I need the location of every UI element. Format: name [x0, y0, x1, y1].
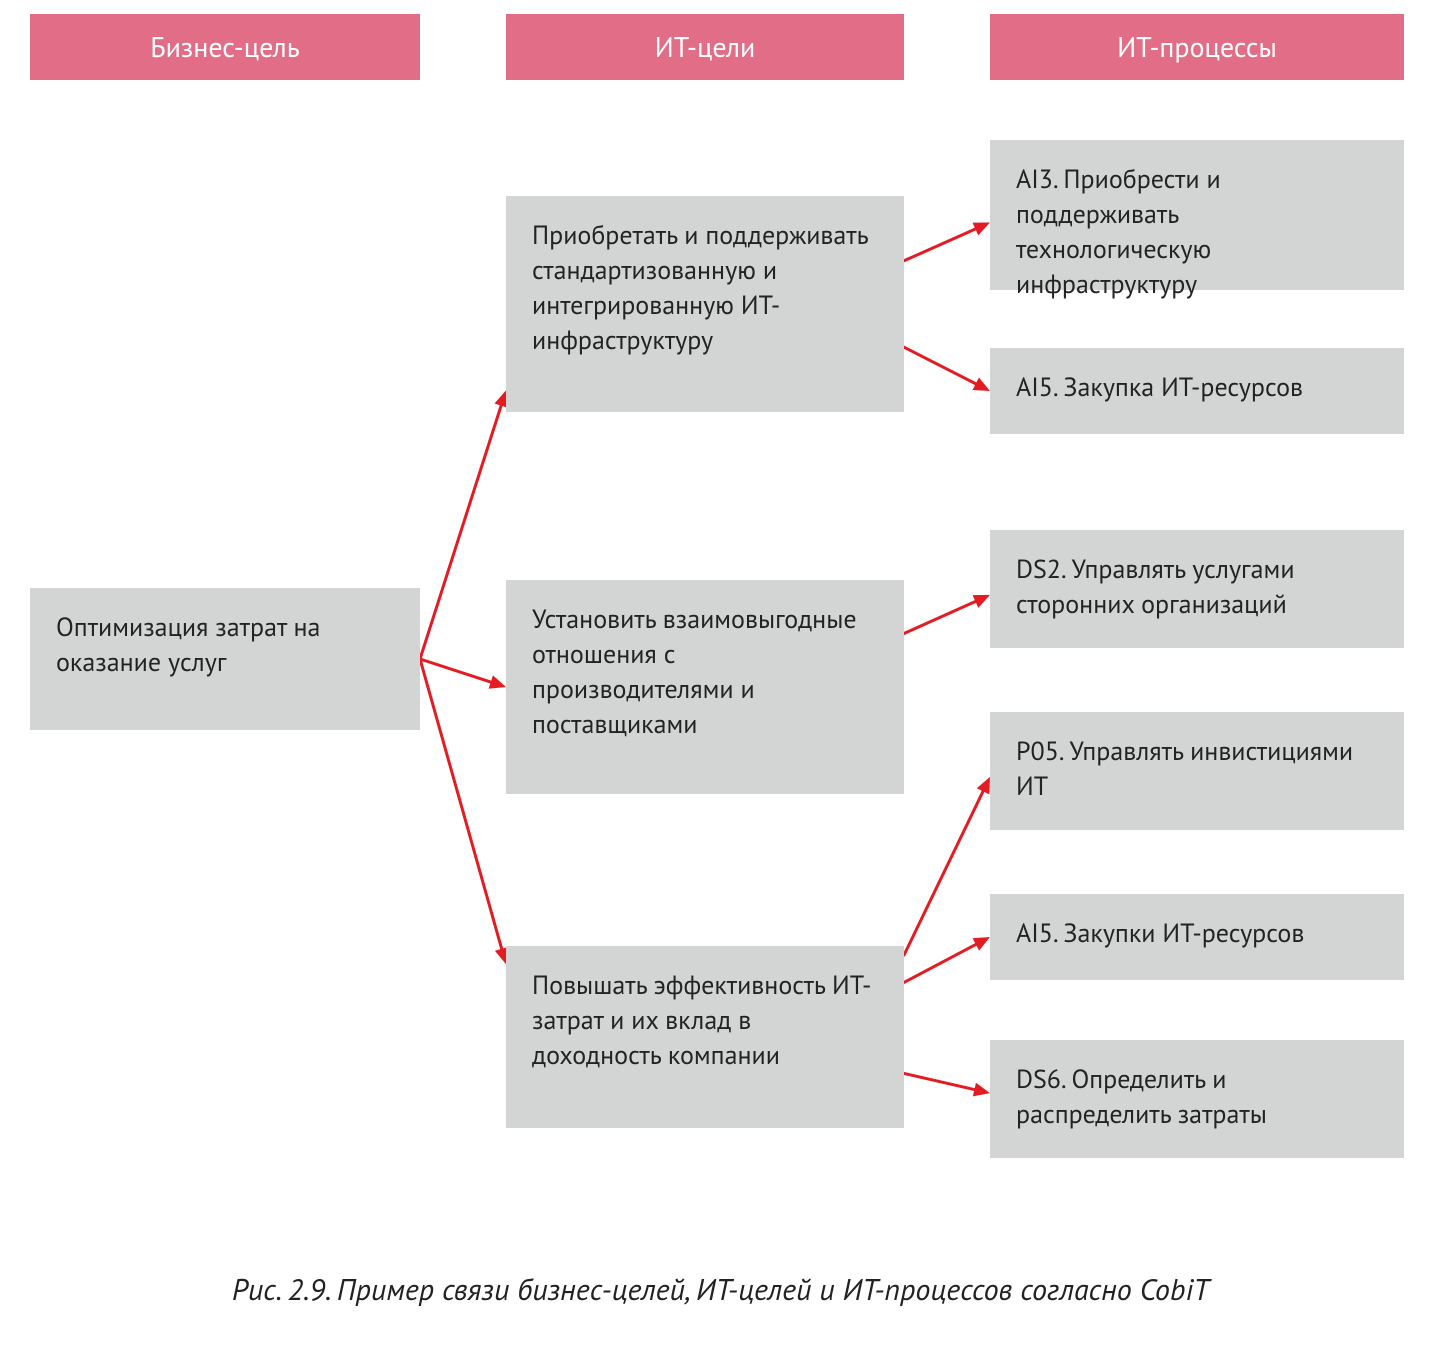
arrow-line — [420, 659, 502, 949]
arrow-line — [904, 347, 976, 384]
arrow-line — [420, 406, 501, 659]
diagram-box: Повышать эффективность ИТ-затрат и их вк… — [506, 946, 904, 1128]
diagram-box: Установить взаимовыгодные отношения с пр… — [506, 580, 904, 794]
diagram-box: DS2. Управлять услугами сторонних органи… — [990, 530, 1404, 648]
arrow-line — [904, 601, 975, 633]
figure-caption: Рис. 2.9. Пример связи бизнес-целей, ИТ-… — [0, 1270, 1441, 1309]
arrow-head — [489, 675, 506, 688]
diagram-canvas: Рис. 2.9. Пример связи бизнес-целей, ИТ-… — [0, 0, 1441, 1348]
arrow-line — [904, 1073, 974, 1089]
diagram-box: Оптимизация затрат на оказание услуг — [30, 588, 420, 730]
arrow-line — [904, 229, 975, 261]
arrow-head — [973, 595, 990, 608]
arrow-line — [904, 791, 983, 955]
diagram-box: P05. Управлять инвистициями ИТ — [990, 712, 1404, 830]
diagram-box: AI3. Приобрести и поддерживать технологи… — [990, 140, 1404, 290]
column-header: ИТ-цели — [506, 14, 904, 80]
arrow-head — [973, 378, 990, 391]
arrow-head — [973, 1083, 990, 1097]
column-header: ИТ-процессы — [990, 14, 1404, 80]
arrow-head — [973, 937, 990, 951]
diagram-box: AI5. Закупка ИТ-ресурсов — [990, 348, 1404, 434]
arrow-line — [904, 944, 976, 982]
diagram-box: DS6. Определить и распределить затраты — [990, 1040, 1404, 1158]
diagram-box: Приобретать и поддерживать стандартизова… — [506, 196, 904, 412]
arrow-head — [977, 777, 990, 794]
arrow-head — [973, 223, 990, 236]
arrow-line — [420, 659, 491, 682]
diagram-box: AI5. Закупки ИТ-ресурсов — [990, 894, 1404, 980]
column-header: Бизнес-цель — [30, 14, 420, 80]
